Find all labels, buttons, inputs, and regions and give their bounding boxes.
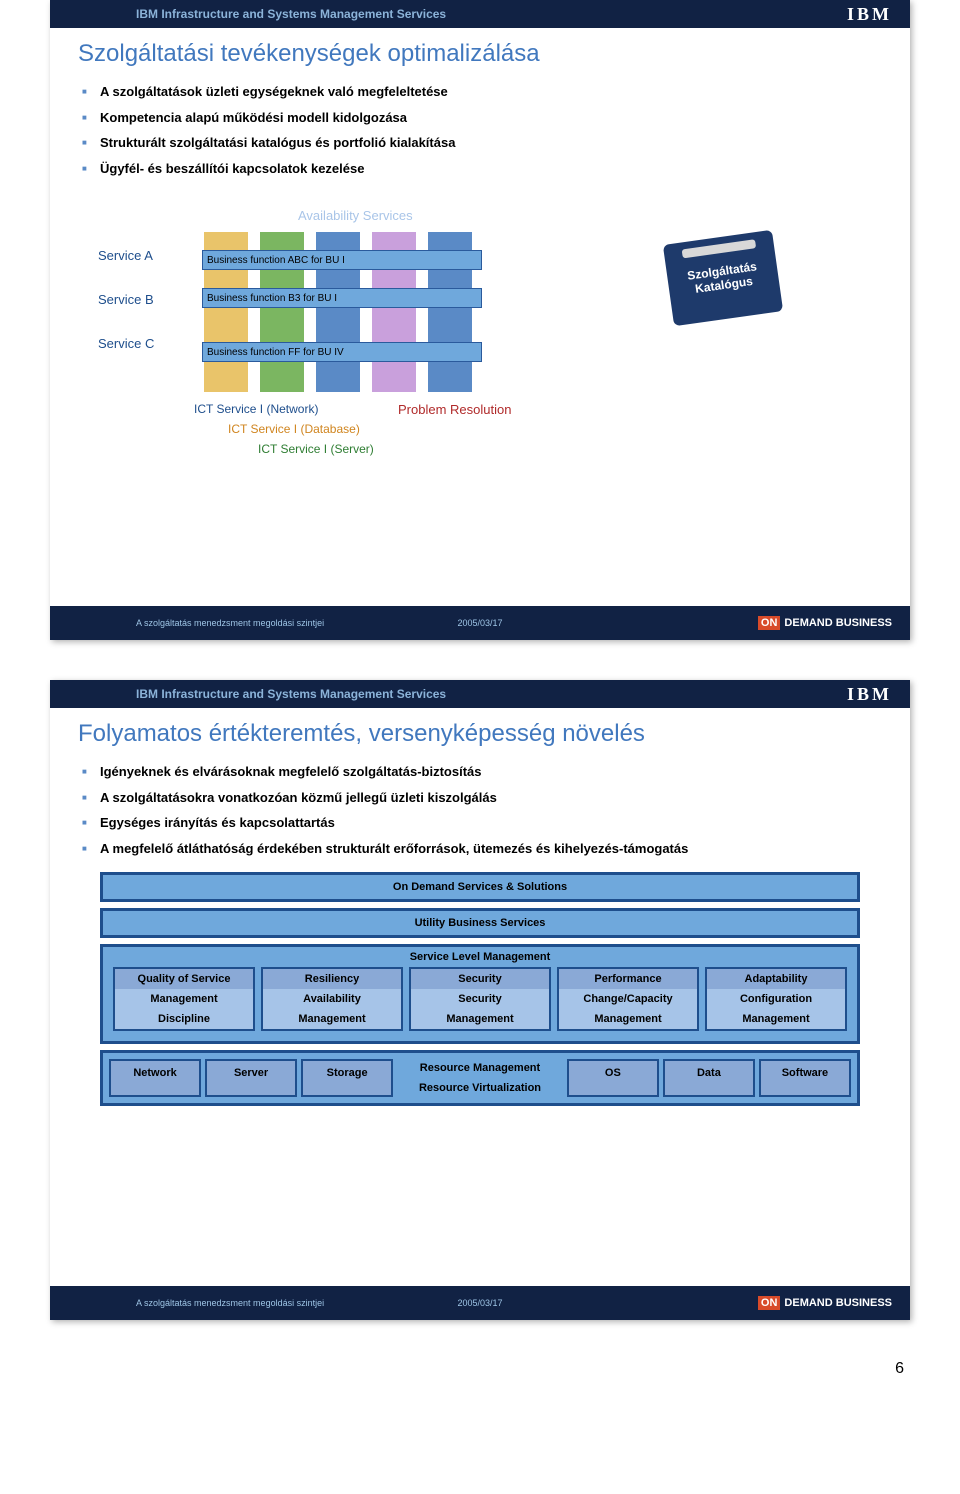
- slide1-header: IBM Infrastructure and Systems Managemen…: [50, 0, 910, 28]
- odb-rest: DEMAND BUSINESS: [784, 617, 892, 629]
- slm-col-header: Security: [411, 969, 549, 989]
- availability-label: Availability Services: [298, 208, 413, 223]
- service-catalog-box: Szolgáltatás Katalógus: [663, 230, 783, 327]
- slm-column: ResiliencyAvailabilityManagement: [261, 967, 403, 1031]
- problem-resolution: Problem Resolution: [398, 402, 511, 417]
- service-label: Service C: [98, 336, 154, 351]
- ict-service-label: ICT Service I (Network): [194, 402, 318, 416]
- diagram-architecture: On Demand Services & Solutions Utility Bu…: [100, 872, 860, 1106]
- slide2-header-text: IBM Infrastructure and Systems Managemen…: [136, 687, 446, 701]
- slm-col-row: Discipline: [115, 1009, 253, 1029]
- business-function-row: Business function FF for BU IV: [202, 342, 482, 362]
- business-function-row: Business function ABC for BU I: [202, 250, 482, 270]
- slm-column: AdaptabilityConfigurationManagement: [705, 967, 847, 1031]
- arch-band: On Demand Services & Solutions: [100, 872, 860, 902]
- bullet-item: Igényeknek és elvárásoknak megfelelő szo…: [100, 762, 882, 782]
- diagram-availability: Availability Services Service A Service B…: [98, 202, 718, 492]
- bullet-item: A szolgáltatások üzleti egységeknek való…: [100, 82, 882, 102]
- bullet-item: Strukturált szolgáltatási katalógus és p…: [100, 133, 882, 153]
- ict-service-label: ICT Service I (Server): [258, 442, 374, 456]
- slm-col-row: Management: [411, 1009, 549, 1029]
- slide2-footer: A szolgáltatás menedzsment megoldási szi…: [50, 1286, 910, 1320]
- bullet-item: Egységes irányítás és kapcsolattartás: [100, 813, 882, 833]
- slide2-title: Folyamatos értékteremtés, versenyképessé…: [78, 720, 882, 748]
- slide2-header: IBM Infrastructure and Systems Managemen…: [50, 680, 910, 708]
- slide1-title: Szolgáltatási tevékenységek optimalizálá…: [78, 40, 882, 68]
- slm-col-row: Management: [707, 1009, 845, 1029]
- footer-date: 2005/03/17: [457, 1298, 502, 1308]
- slm-col-row: Change/Capacity: [559, 989, 697, 1009]
- slide-2: IBM Infrastructure and Systems Managemen…: [50, 680, 910, 1320]
- resource-cell: Server: [205, 1059, 297, 1097]
- ibm-logo: IBM: [847, 4, 892, 25]
- odb-rest: DEMAND BUSINESS: [784, 1297, 892, 1309]
- slm-col-row: Security: [411, 989, 549, 1009]
- slide2-body: Folyamatos értékteremtés, versenyképessé…: [50, 708, 910, 1286]
- slm-title: Service Level Management: [107, 951, 853, 963]
- on-demand-business-badge: ON DEMAND BUSINESS: [758, 1296, 892, 1310]
- slm-col-header: Quality of Service: [115, 969, 253, 989]
- slm-col-row: Availability: [263, 989, 401, 1009]
- slm-column: PerformanceChange/CapacityManagement: [557, 967, 699, 1031]
- slm-column: SecuritySecurityManagement: [409, 967, 551, 1031]
- resource-row: NetworkServerStorageResource ManagementR…: [100, 1050, 860, 1106]
- resource-mid-row: Resource Management: [397, 1059, 563, 1077]
- slm-col-row: Management: [115, 989, 253, 1009]
- slm-col-header: Adaptability: [707, 969, 845, 989]
- slm-col-row: Management: [263, 1009, 401, 1029]
- slide2-bullets: Igényeknek és elvárásoknak megfelelő szo…: [78, 762, 882, 858]
- resource-cell: Storage: [301, 1059, 393, 1097]
- slide1-body: Szolgáltatási tevékenységek optimalizálá…: [50, 28, 910, 606]
- slm-col-header: Resiliency: [263, 969, 401, 989]
- slm-col-row: Management: [559, 1009, 697, 1029]
- bullet-item: A szolgáltatásokra vonatkozóan közmű jel…: [100, 788, 882, 808]
- resource-cell: Network: [109, 1059, 201, 1097]
- slm-col-row: Configuration: [707, 989, 845, 1009]
- service-label: Service A: [98, 248, 153, 263]
- business-function-row: Business function B3 for BU I: [202, 288, 482, 308]
- bullet-item: Ügyfél- és beszállítói kapcsolatok kezel…: [100, 159, 882, 179]
- bullet-item: A megfelelő átláthatóság érdekében struk…: [100, 839, 882, 859]
- slm-column: Quality of ServiceManagementDiscipline: [113, 967, 255, 1031]
- ict-service-label: ICT Service I (Database): [228, 422, 360, 436]
- footer-date: 2005/03/17: [457, 618, 502, 628]
- slide-1: IBM Infrastructure and Systems Managemen…: [50, 0, 910, 640]
- resource-mid: Resource Management Resource Virtualizati…: [397, 1059, 563, 1097]
- footer-left: A szolgáltatás menedzsment megoldási szi…: [128, 618, 758, 628]
- catalog-slot: [682, 239, 757, 258]
- footer-left: A szolgáltatás menedzsment megoldási szi…: [128, 1298, 758, 1308]
- odb-on: ON: [758, 1296, 781, 1310]
- resource-cell: OS: [567, 1059, 659, 1097]
- resource-cell: Data: [663, 1059, 755, 1097]
- slide1-footer: A szolgáltatás menedzsment megoldási szi…: [50, 606, 910, 640]
- on-demand-business-badge: ON DEMAND BUSINESS: [758, 616, 892, 630]
- odb-on: ON: [758, 616, 781, 630]
- slide1-bullets: A szolgáltatások üzleti egységeknek való…: [78, 82, 882, 178]
- resource-mid-row: Resource Virtualization: [397, 1079, 563, 1097]
- ibm-logo: IBM: [847, 684, 892, 705]
- bullet-item: Kompetencia alapú működési modell kidolg…: [100, 108, 882, 128]
- page-number: 6: [50, 1360, 910, 1378]
- slide1-header-text: IBM Infrastructure and Systems Managemen…: [136, 7, 446, 21]
- service-label: Service B: [98, 292, 154, 307]
- service-level-management: Service Level Management Quality of Servi…: [100, 944, 860, 1044]
- arch-band: Utility Business Services: [100, 908, 860, 938]
- slm-col-header: Performance: [559, 969, 697, 989]
- resource-cell: Software: [759, 1059, 851, 1097]
